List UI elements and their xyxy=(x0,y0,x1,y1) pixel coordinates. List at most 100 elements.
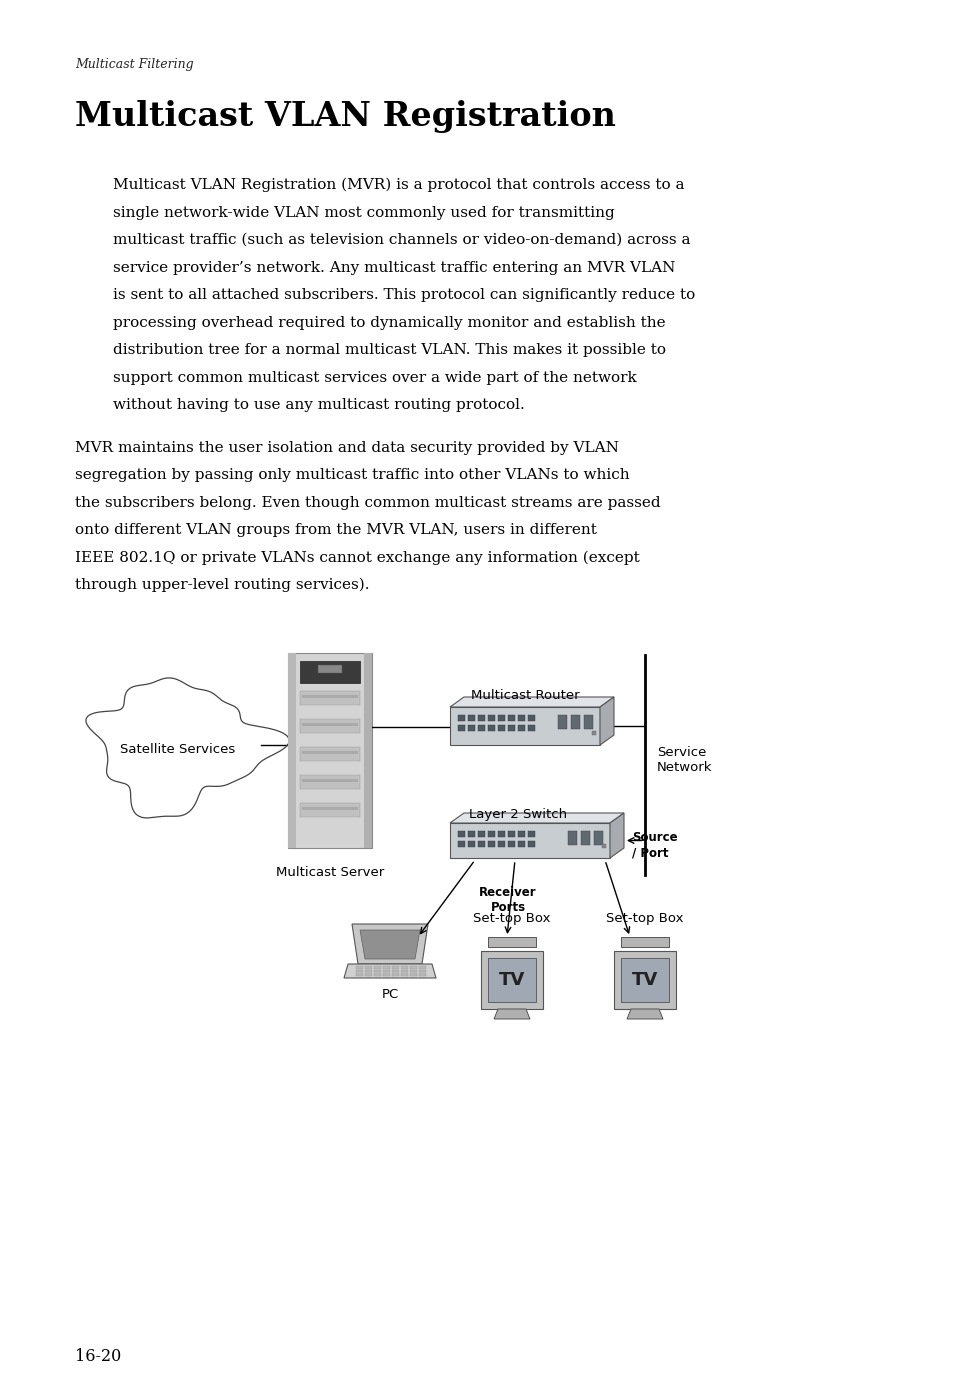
Bar xyxy=(497,725,504,731)
Polygon shape xyxy=(359,930,419,959)
Polygon shape xyxy=(450,813,623,823)
Bar xyxy=(488,841,495,847)
Bar xyxy=(580,831,589,845)
Polygon shape xyxy=(450,823,609,858)
Text: Source
/ Port: Source / Port xyxy=(631,831,677,859)
Bar xyxy=(601,844,605,848)
Bar xyxy=(517,841,524,847)
Bar xyxy=(497,841,504,847)
Bar xyxy=(410,966,416,969)
Polygon shape xyxy=(450,697,614,706)
Bar xyxy=(558,715,566,729)
Text: onto different VLAN groups from the MVR VLAN, users in different: onto different VLAN groups from the MVR … xyxy=(75,523,597,537)
Bar xyxy=(355,969,363,972)
Bar xyxy=(517,715,524,720)
Text: Multicast Router: Multicast Router xyxy=(470,688,578,702)
Bar xyxy=(364,652,372,848)
Text: multicast traffic (such as television channels or video-on-demand) across a: multicast traffic (such as television ch… xyxy=(112,233,690,247)
Bar xyxy=(400,966,408,969)
Text: IEEE 802.1Q or private VLANs cannot exchange any information (except: IEEE 802.1Q or private VLANs cannot exch… xyxy=(75,551,639,565)
Text: Multicast VLAN Registration (MVR) is a protocol that controls access to a: Multicast VLAN Registration (MVR) is a p… xyxy=(112,178,684,193)
Bar xyxy=(527,725,535,731)
Bar xyxy=(382,973,390,976)
Bar xyxy=(488,831,495,837)
Bar xyxy=(477,725,484,731)
Bar xyxy=(468,725,475,731)
Text: the subscribers belong. Even though common multicast streams are passed: the subscribers belong. Even though comm… xyxy=(75,496,659,509)
Bar xyxy=(477,841,484,847)
Bar xyxy=(480,951,542,1009)
Bar xyxy=(302,806,357,811)
Text: Satellite Services: Satellite Services xyxy=(120,743,235,755)
Bar xyxy=(418,973,426,976)
Bar xyxy=(488,937,536,947)
Bar xyxy=(299,719,359,733)
Bar xyxy=(299,661,359,683)
Bar xyxy=(477,715,484,720)
Bar xyxy=(583,715,593,729)
Bar xyxy=(457,725,464,731)
Bar xyxy=(400,973,408,976)
Bar xyxy=(497,831,504,837)
Bar xyxy=(302,751,357,754)
Text: Receiver
Ports: Receiver Ports xyxy=(478,886,537,915)
Bar xyxy=(302,779,357,781)
Polygon shape xyxy=(86,677,289,818)
Polygon shape xyxy=(450,706,599,745)
Text: Set-top Box: Set-top Box xyxy=(605,912,683,924)
Text: Multicast VLAN Registration: Multicast VLAN Registration xyxy=(75,100,616,133)
Bar xyxy=(288,652,295,848)
Bar xyxy=(497,715,504,720)
Text: Set-top Box: Set-top Box xyxy=(473,912,550,924)
Bar xyxy=(382,969,390,972)
Bar xyxy=(592,731,596,736)
Bar xyxy=(457,715,464,720)
Text: MVR maintains the user isolation and data security provided by VLAN: MVR maintains the user isolation and dat… xyxy=(75,440,618,454)
Text: Multicast Server: Multicast Server xyxy=(275,866,384,879)
Polygon shape xyxy=(352,924,428,965)
Bar xyxy=(527,831,535,837)
Bar xyxy=(382,966,390,969)
Bar xyxy=(374,973,380,976)
Text: Multicast Filtering: Multicast Filtering xyxy=(75,58,193,71)
Bar xyxy=(355,973,363,976)
Bar xyxy=(299,747,359,761)
Bar xyxy=(410,969,416,972)
Bar xyxy=(571,715,579,729)
Bar xyxy=(392,966,398,969)
Bar xyxy=(527,715,535,720)
Bar xyxy=(317,665,341,673)
Bar xyxy=(299,804,359,818)
Bar xyxy=(488,715,495,720)
Text: is sent to all attached subscribers. This protocol can significantly reduce to: is sent to all attached subscribers. Thi… xyxy=(112,287,695,303)
Bar xyxy=(457,831,464,837)
Bar xyxy=(392,973,398,976)
Bar xyxy=(594,831,602,845)
Bar xyxy=(457,841,464,847)
Bar xyxy=(620,958,668,1002)
Bar xyxy=(517,831,524,837)
Bar xyxy=(302,723,357,726)
Bar xyxy=(365,973,372,976)
Bar xyxy=(355,966,363,969)
Polygon shape xyxy=(344,965,436,979)
Bar xyxy=(488,958,536,1002)
Bar xyxy=(410,973,416,976)
Bar xyxy=(507,725,515,731)
Bar xyxy=(299,775,359,788)
Bar xyxy=(365,969,372,972)
Text: PC: PC xyxy=(381,988,398,1001)
Text: TV: TV xyxy=(498,972,524,990)
Text: Service
Network: Service Network xyxy=(657,745,712,775)
Polygon shape xyxy=(494,1009,530,1019)
Text: Layer 2 Switch: Layer 2 Switch xyxy=(469,808,566,820)
Text: distribution tree for a normal multicast VLAN. This makes it possible to: distribution tree for a normal multicast… xyxy=(112,343,665,357)
Bar xyxy=(418,966,426,969)
Bar xyxy=(302,695,357,698)
Text: without having to use any multicast routing protocol.: without having to use any multicast rout… xyxy=(112,398,524,412)
Bar xyxy=(614,951,676,1009)
Bar xyxy=(517,725,524,731)
Bar xyxy=(468,831,475,837)
Bar xyxy=(374,966,380,969)
Bar xyxy=(507,715,515,720)
